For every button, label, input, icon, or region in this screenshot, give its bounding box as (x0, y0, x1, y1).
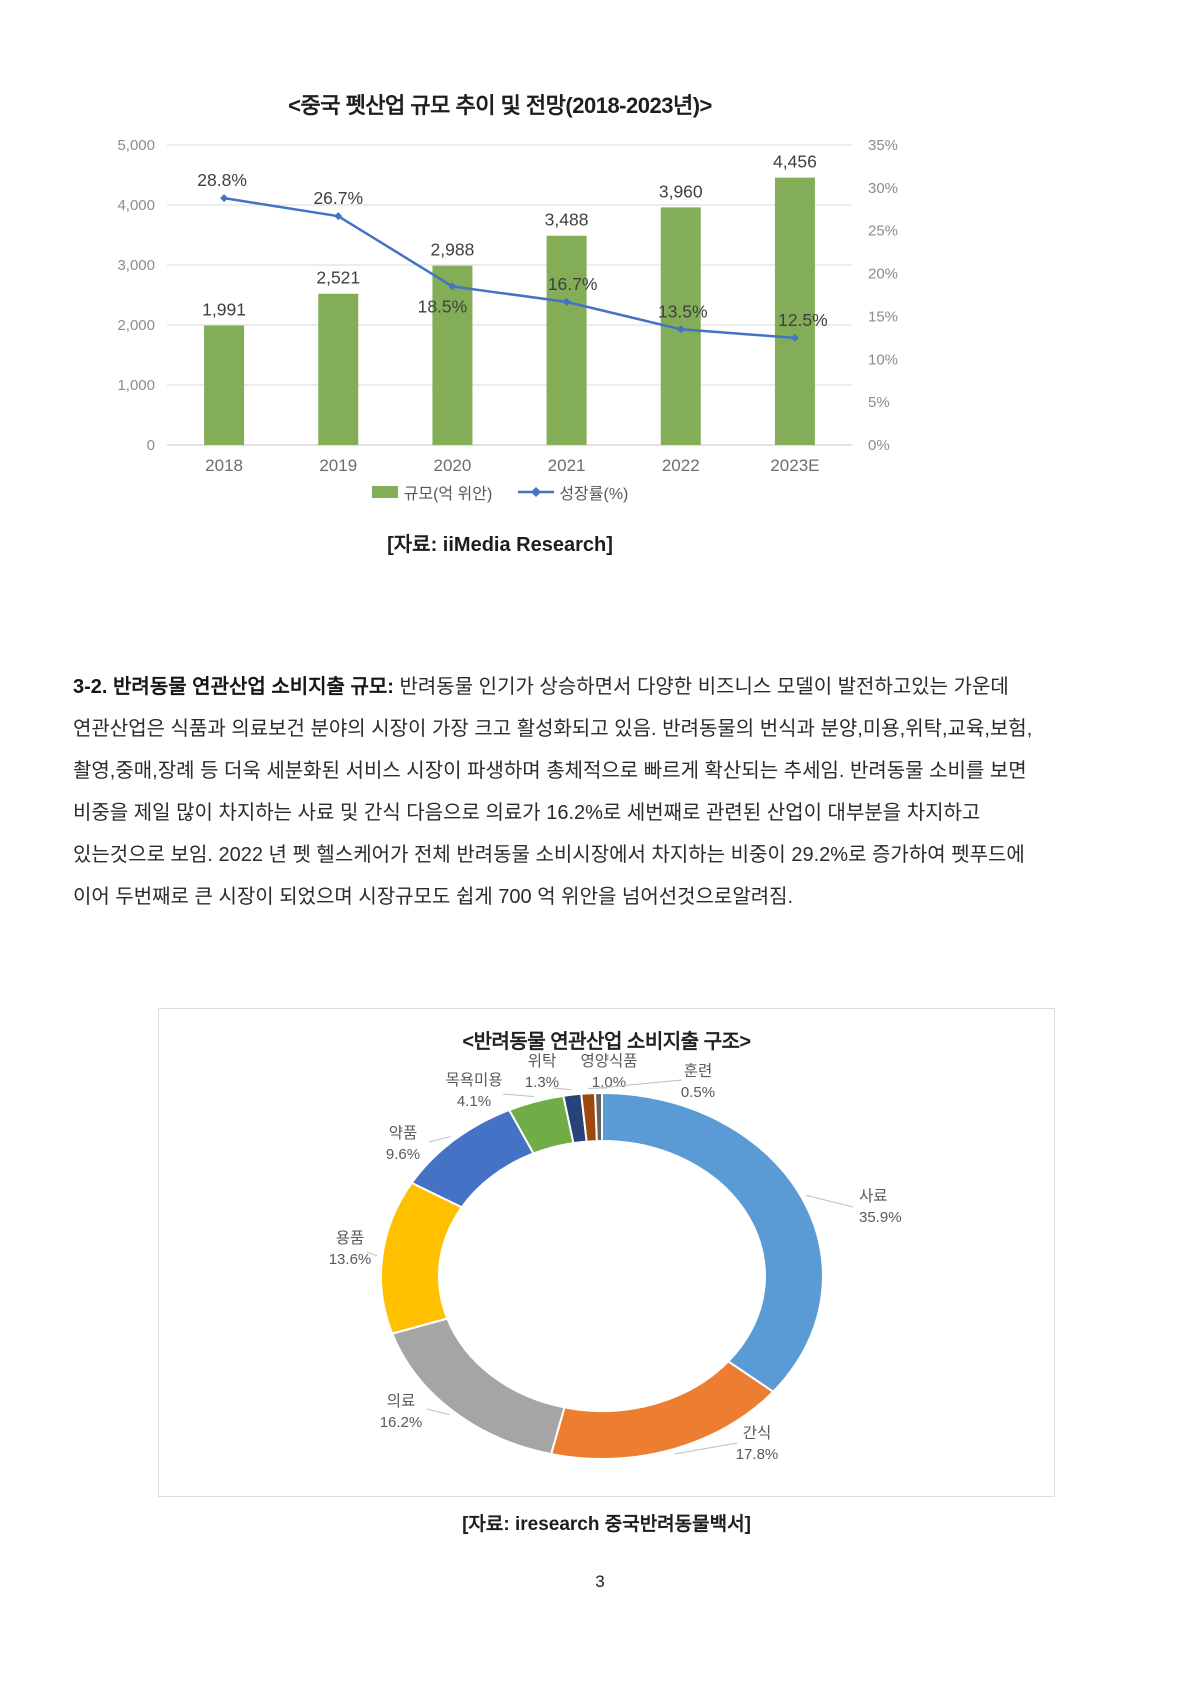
svg-text:2023E: 2023E (770, 456, 819, 475)
svg-text:18.5%: 18.5% (418, 296, 468, 316)
bar-series-label: 규모(억 위안) (403, 486, 493, 503)
svg-text:2,988: 2,988 (431, 240, 475, 260)
svg-text:4,456: 4,456 (773, 152, 817, 172)
svg-text:용품: 용품 (336, 1229, 365, 1247)
bar-series-swatch-icon (371, 486, 398, 498)
line-series-swatch-icon (518, 487, 555, 497)
bar-chart-title: <중국 펫산업 규모 추이 및 전망(2018-2023년)> (288, 93, 712, 118)
svg-text:2020: 2020 (434, 456, 472, 475)
svg-text:위탁: 위탁 (528, 1052, 557, 1070)
donut-chart-title: <반려동물 연관산업 소비지출 구조> (462, 1031, 751, 1053)
svg-text:2,521: 2,521 (316, 268, 360, 288)
donut-chart-source: [자료: iresearch 중국반려동물백서] (462, 1514, 751, 1535)
bar-chart-legend: 규모(억 위안) 성장률(%) (95, 480, 905, 504)
svg-text:5,000: 5,000 (117, 137, 155, 154)
svg-text:17.8%: 17.8% (736, 1446, 779, 1463)
legend-item-line: 성장률(%) (518, 480, 628, 504)
svg-text:10%: 10% (868, 351, 898, 368)
svg-text:35%: 35% (868, 137, 898, 154)
svg-text:4.1%: 4.1% (457, 1093, 491, 1110)
svg-text:9.6%: 9.6% (386, 1146, 420, 1163)
page-number: 3 (595, 1572, 605, 1591)
donut-chart-box: <반려동물 연관산업 소비지출 구조> 사료 35.9% 간식 17.8% 의료 16.2… (158, 1008, 1055, 1497)
svg-text:0%: 0% (868, 437, 890, 454)
svg-text:1.3%: 1.3% (525, 1074, 559, 1091)
svg-text:목욕미용: 목욕미용 (445, 1071, 502, 1089)
svg-text:30%: 30% (868, 180, 898, 197)
svg-text:25%: 25% (868, 223, 898, 240)
svg-text:1,000: 1,000 (117, 377, 155, 394)
svg-text:1,991: 1,991 (202, 300, 246, 320)
svg-text:0: 0 (147, 437, 155, 454)
svg-text:3,488: 3,488 (545, 210, 589, 230)
svg-text:13.5%: 13.5% (658, 301, 708, 321)
svg-text:0.5%: 0.5% (681, 1084, 715, 1101)
svg-text:약품: 약품 (389, 1124, 418, 1142)
svg-text:5%: 5% (868, 394, 890, 411)
svg-text:20%: 20% (868, 266, 898, 283)
paragraph-body: 반려동물 인기가 상승하면서 다양한 비즈니스 모델이 발전하고있는 가운데 연… (73, 676, 1033, 908)
svg-text:훈련: 훈련 (684, 1062, 713, 1080)
donut-chart: 사료 35.9% 간식 17.8% 의료 16.2% 용품 13.6% 약품 9.6% 목욕미용 4.… (329, 1052, 902, 1463)
svg-text:3,960: 3,960 (659, 181, 703, 201)
svg-text:4,000: 4,000 (117, 197, 155, 214)
paragraph-lead: 3-2. 반려동물 연관산업 소비지출 규모: (73, 676, 394, 698)
svg-text:의료: 의료 (387, 1392, 416, 1410)
svg-text:35.9%: 35.9% (859, 1209, 902, 1226)
svg-text:영양식품: 영양식품 (580, 1052, 637, 1070)
svg-text:2019: 2019 (319, 456, 357, 475)
svg-text:3,000: 3,000 (117, 257, 155, 274)
svg-text:2,000: 2,000 (117, 317, 155, 334)
body-paragraph: 3-2. 반려동물 연관산업 소비지출 규모: 반려동물 인기가 상승하면서 다… (73, 666, 1035, 918)
svg-text:16.7%: 16.7% (548, 274, 598, 294)
svg-text:28.8%: 28.8% (197, 170, 247, 190)
svg-text:26.7%: 26.7% (313, 188, 363, 208)
legend-item-bar: 규모(억 위안) (371, 480, 493, 504)
svg-text:2021: 2021 (548, 456, 586, 475)
svg-text:1.0%: 1.0% (592, 1074, 626, 1091)
svg-text:16.2%: 16.2% (380, 1414, 423, 1431)
svg-text:2018: 2018 (205, 456, 243, 475)
bar-line-chart: 5,000 4,000 3,000 2,000 1,000 0 35% 30% 25% 20% 15… (117, 137, 898, 475)
svg-text:간식: 간식 (743, 1424, 772, 1442)
svg-text:사료: 사료 (859, 1187, 888, 1205)
svg-text:15%: 15% (868, 308, 898, 325)
svg-text:2022: 2022 (662, 456, 700, 475)
svg-text:12.5%: 12.5% (778, 310, 828, 330)
svg-text:13.6%: 13.6% (329, 1251, 372, 1268)
bar-chart-source: [자료: iiMedia Research] (387, 534, 613, 556)
line-series-label: 성장률(%) (559, 486, 629, 503)
